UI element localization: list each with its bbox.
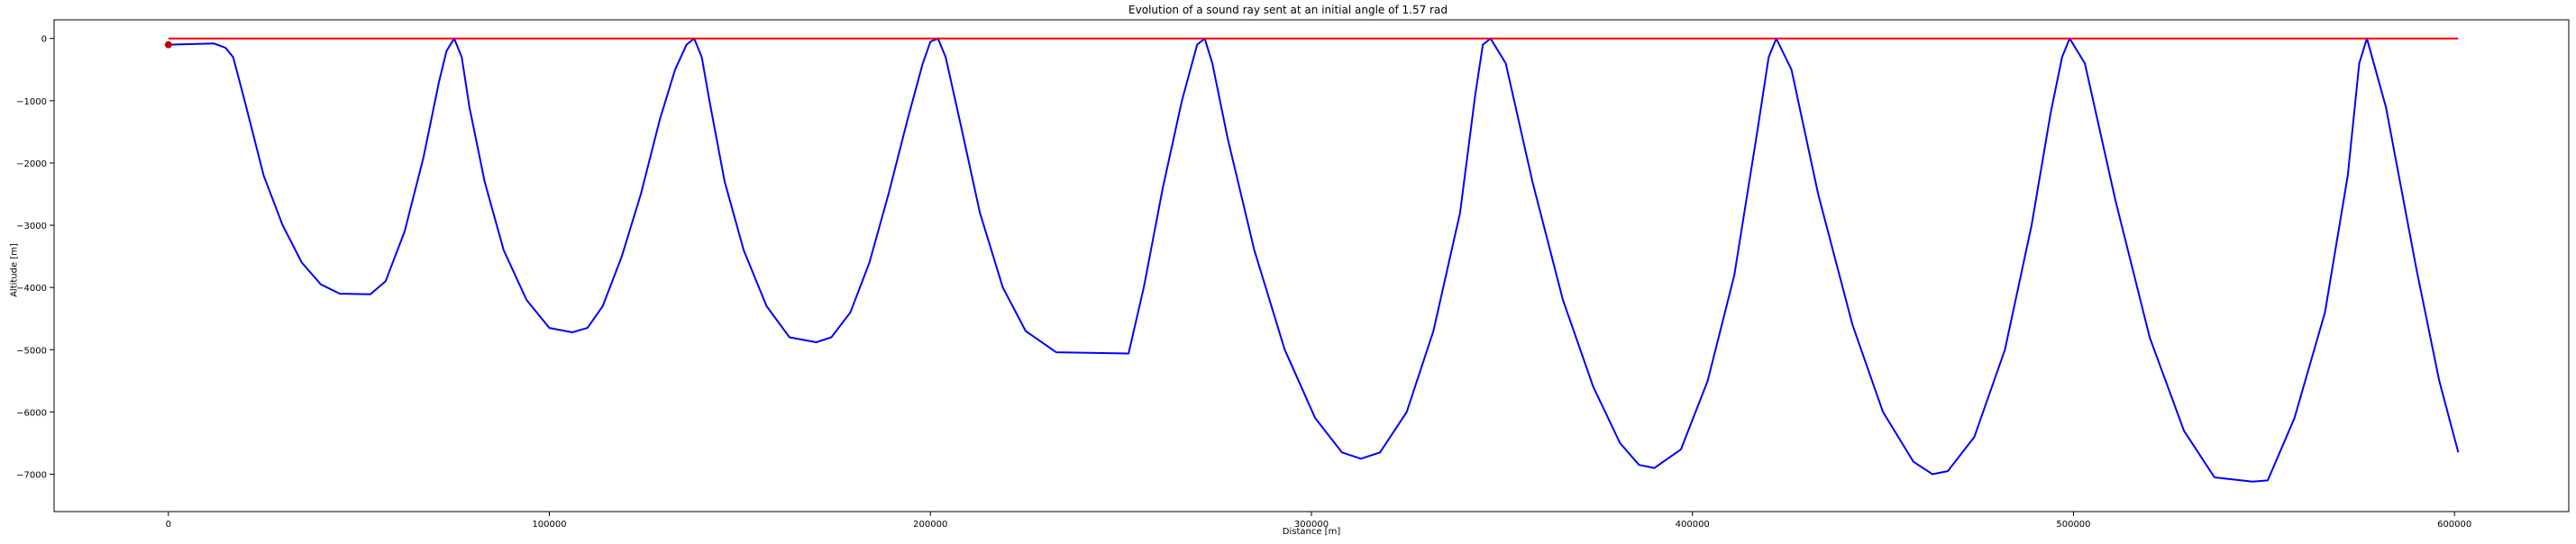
x-axis-label: Distance [m] (1282, 527, 1341, 537)
ray-path-line (168, 37, 2460, 483)
x-tick-label: 400000 (1676, 520, 1710, 530)
y-tick-label: 0 (41, 35, 47, 45)
x-tick-label: 600000 (2437, 520, 2471, 530)
y-tick-label: −6000 (16, 408, 47, 418)
y-axis-label: Altitude [m] (9, 243, 20, 297)
y-tick-label: −4000 (16, 284, 47, 294)
x-tick-label: 200000 (913, 520, 947, 530)
y-tick-label: −7000 (16, 471, 47, 481)
axes-frame (53, 19, 2570, 512)
x-tick-label: 100000 (532, 520, 566, 530)
x-tick-label: 0 (166, 520, 171, 530)
x-tick-label: 500000 (2056, 520, 2090, 530)
start-point-marker (164, 41, 172, 49)
chart-title: Evolution of a sound ray sent at an init… (1128, 4, 1448, 16)
y-tick-label: −1000 (16, 97, 47, 107)
y-tick-label: −2000 (16, 159, 47, 169)
x-tick-label: 300000 (1294, 520, 1329, 530)
y-tick-label: −5000 (16, 346, 47, 356)
y-tick-label: −3000 (16, 222, 47, 231)
